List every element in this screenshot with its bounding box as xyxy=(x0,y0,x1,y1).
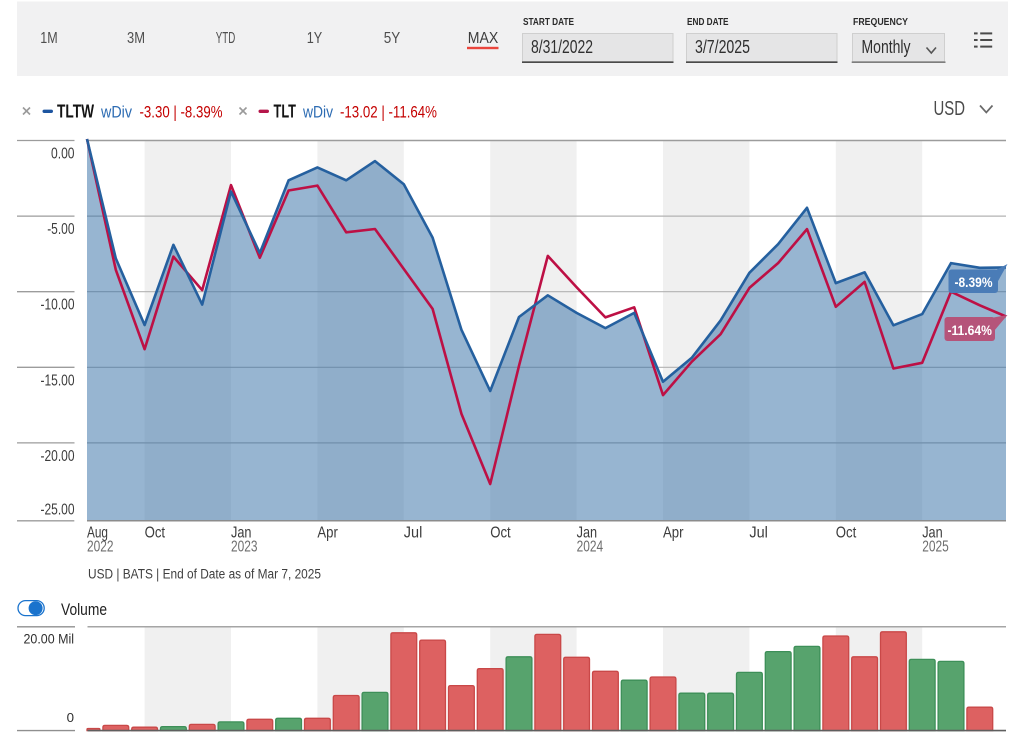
svg-text:Oct: Oct xyxy=(836,524,857,541)
svg-text:Jul: Jul xyxy=(749,524,768,541)
svg-text:-20.00: -20.00 xyxy=(41,448,75,465)
svg-text:wDiv: wDiv xyxy=(302,102,333,121)
svg-text:Apr: Apr xyxy=(663,524,684,541)
svg-text:-5.00: -5.00 xyxy=(47,221,75,238)
svg-text:END DATE: END DATE xyxy=(687,16,729,28)
svg-text:Oct: Oct xyxy=(145,524,166,541)
svg-text:3/7/2025: 3/7/2025 xyxy=(695,36,750,57)
svg-text:-3.30 | -8.39%: -3.30 | -8.39% xyxy=(140,102,223,121)
svg-text:Aug: Aug xyxy=(87,524,108,541)
svg-text:Jul: Jul xyxy=(404,524,423,541)
svg-text:USD: USD xyxy=(934,97,966,120)
svg-text:2025: 2025 xyxy=(922,539,949,556)
svg-text:0: 0 xyxy=(67,710,74,725)
svg-text:2022: 2022 xyxy=(87,539,114,556)
svg-text:wDiv: wDiv xyxy=(100,102,132,121)
svg-text:2024: 2024 xyxy=(577,539,604,556)
svg-text:TLT: TLT xyxy=(274,101,297,121)
svg-text:Volume: Volume xyxy=(61,600,107,619)
svg-text:2023: 2023 xyxy=(231,539,258,556)
svg-text:5Y: 5Y xyxy=(384,30,401,47)
svg-text:Apr: Apr xyxy=(317,524,338,541)
svg-text:MAX: MAX xyxy=(468,30,499,47)
svg-text:0.00: 0.00 xyxy=(51,146,75,163)
svg-text:-8.39%: -8.39% xyxy=(955,275,993,290)
svg-text:20.00 Mil: 20.00 Mil xyxy=(24,632,75,647)
svg-text:-11.64%: -11.64% xyxy=(947,323,992,338)
svg-text:1Y: 1Y xyxy=(307,30,323,47)
svg-text:TLTW: TLTW xyxy=(57,101,94,121)
svg-text:Monthly: Monthly xyxy=(862,37,911,57)
svg-text:Oct: Oct xyxy=(490,524,511,541)
svg-text:3M: 3M xyxy=(127,30,145,47)
svg-text:-25.00: -25.00 xyxy=(41,502,75,519)
svg-text:Jan: Jan xyxy=(577,524,598,541)
svg-text:START DATE: START DATE xyxy=(523,16,574,28)
svg-text:USD | BATS | End of Date as of: USD | BATS | End of Date as of Mar 7, 20… xyxy=(88,567,321,582)
svg-text:YTD: YTD xyxy=(216,30,236,47)
svg-text:Jan: Jan xyxy=(231,524,252,541)
svg-text:8/31/2022: 8/31/2022 xyxy=(531,36,593,57)
svg-text:FREQUENCY: FREQUENCY xyxy=(853,16,908,28)
svg-text:Jan: Jan xyxy=(922,524,943,541)
svg-text:-15.00: -15.00 xyxy=(41,372,75,389)
svg-text:1M: 1M xyxy=(40,30,57,47)
svg-text:-13.02 | -11.64%: -13.02 | -11.64% xyxy=(340,102,437,121)
svg-text:-10.00: -10.00 xyxy=(41,297,75,314)
